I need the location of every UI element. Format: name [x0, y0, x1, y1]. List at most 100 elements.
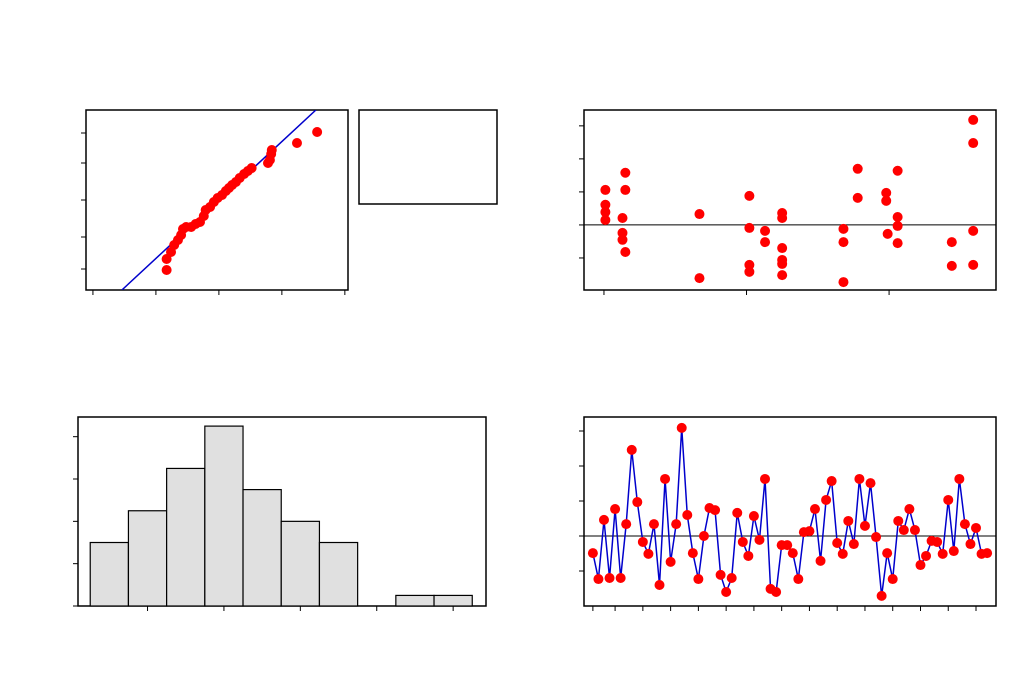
data-point [754, 534, 765, 545]
data-point [848, 539, 859, 550]
data-point [838, 223, 849, 234]
data-point [968, 225, 979, 236]
data-point [932, 536, 943, 547]
data-point [854, 473, 865, 484]
data-point [968, 259, 979, 270]
data-point [921, 550, 932, 561]
data-point [632, 497, 643, 508]
data-point [876, 590, 887, 601]
data-point [694, 209, 705, 220]
data-point [621, 519, 632, 530]
data-point [726, 573, 737, 583]
data-point [291, 138, 302, 148]
data-point [617, 234, 628, 245]
data-point [760, 225, 771, 236]
data-point [948, 546, 959, 557]
data-point [760, 237, 771, 248]
data-point [968, 114, 979, 125]
data-point [617, 227, 628, 238]
plot-frame [583, 416, 997, 607]
data-point [610, 504, 621, 515]
data-point [161, 265, 172, 275]
data-point [865, 478, 876, 489]
data-point [744, 222, 755, 233]
data-point [617, 213, 628, 223]
data-point [826, 476, 837, 487]
data-point [881, 195, 892, 206]
data-point [246, 163, 257, 173]
data-point [587, 548, 598, 559]
data-point [821, 494, 832, 505]
legend-box [358, 109, 498, 205]
data-point [744, 259, 755, 270]
data-point [743, 550, 754, 561]
data-point [665, 556, 676, 567]
data-point [943, 494, 954, 505]
data-point [909, 525, 920, 536]
data-point [643, 548, 654, 559]
data-point [312, 127, 323, 137]
data-point [744, 190, 755, 201]
data-point [637, 536, 648, 547]
data-point [604, 573, 615, 583]
data-point [852, 163, 863, 174]
data-point [737, 536, 748, 547]
data-point [615, 573, 626, 583]
data-point [777, 258, 788, 269]
data-point [600, 207, 611, 218]
histogram-bar [395, 594, 435, 607]
data-point [620, 247, 631, 258]
data-point [626, 444, 637, 455]
data-point [648, 519, 659, 530]
histogram-bar [280, 520, 321, 607]
data-point [968, 138, 979, 149]
data-point [965, 539, 976, 550]
data-point [671, 519, 682, 530]
data-point [787, 548, 798, 559]
plot-frame [583, 109, 997, 291]
data-point [710, 505, 721, 516]
data-point [882, 228, 893, 239]
data-point [946, 237, 957, 248]
data-point [871, 532, 882, 543]
data-point [593, 574, 604, 585]
data-point [843, 515, 854, 526]
data-point [804, 526, 815, 537]
data-point [982, 548, 993, 559]
data-point [882, 548, 893, 559]
data-point [771, 587, 782, 597]
data-point [744, 266, 755, 277]
data-point [887, 574, 898, 585]
data-point [881, 187, 892, 198]
data-point [915, 560, 926, 571]
data-point [598, 514, 609, 525]
data-point [898, 525, 909, 536]
data-point [777, 270, 788, 281]
data-point [676, 422, 687, 433]
data-point [892, 238, 903, 249]
data-point [654, 580, 665, 590]
data-point [893, 515, 904, 526]
data-point [687, 548, 698, 559]
data-point [892, 212, 903, 223]
data-point [715, 569, 726, 580]
data-point [266, 145, 277, 155]
data-point [954, 473, 965, 484]
data-point [682, 510, 693, 520]
data-point [693, 574, 704, 585]
histogram-bar [89, 541, 130, 607]
data-point [892, 165, 903, 176]
histogram-bar [318, 541, 359, 607]
data-point [782, 540, 793, 551]
data-point [777, 243, 788, 254]
data-point [959, 519, 970, 530]
data-point [620, 184, 631, 195]
data-point [620, 167, 631, 178]
histogram-bar [166, 467, 206, 607]
data-point [694, 273, 705, 284]
histogram-bar [127, 510, 168, 607]
histogram-bar [433, 594, 473, 607]
data-point [732, 507, 743, 518]
data-point [838, 237, 849, 248]
